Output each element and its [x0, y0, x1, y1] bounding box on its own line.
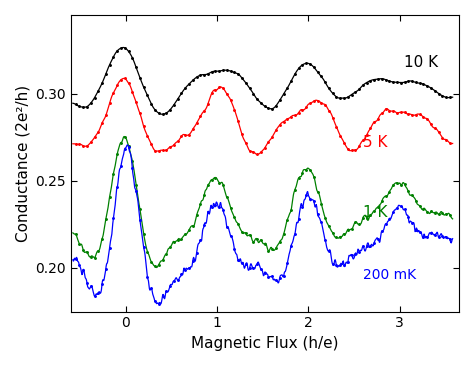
- Text: 200 mK: 200 mK: [363, 268, 416, 282]
- Text: 1 K: 1 K: [363, 205, 388, 220]
- Text: 5 K: 5 K: [363, 135, 388, 150]
- Text: 10 K: 10 K: [404, 55, 438, 70]
- Y-axis label: Conductance (2e²/h): Conductance (2e²/h): [15, 85, 30, 242]
- X-axis label: Magnetic Flux (h/e): Magnetic Flux (h/e): [191, 336, 339, 351]
